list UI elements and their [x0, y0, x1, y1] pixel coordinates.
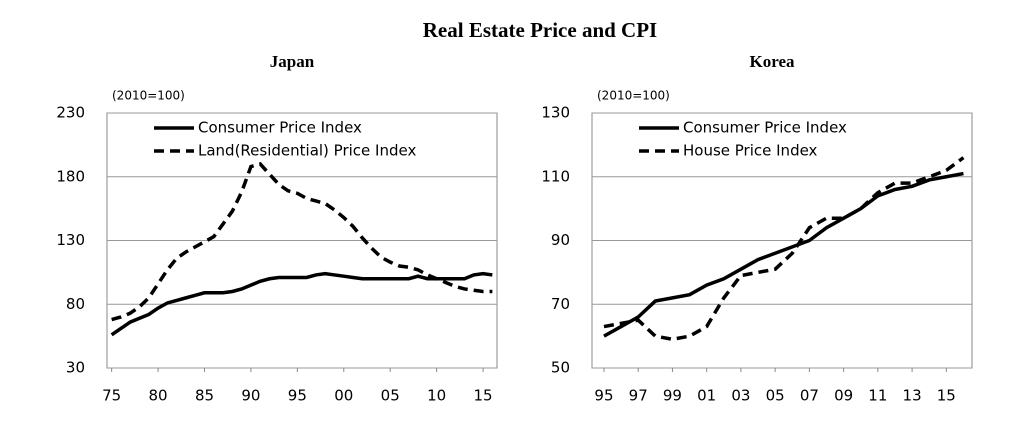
y-tick-label: 70 [551, 295, 570, 313]
x-tick-label: 00 [334, 387, 353, 405]
y-tick-label: 30 [66, 359, 85, 377]
x-tick-label: 09 [834, 387, 853, 405]
y-tick-label: 180 [56, 167, 85, 185]
y-tick-label: 90 [551, 231, 570, 249]
x-tick-label: 11 [868, 387, 887, 405]
chart-title: Japan [270, 52, 315, 71]
x-tick-label: 03 [731, 387, 750, 405]
x-tick-label: 15 [937, 387, 956, 405]
x-tick-label: 10 [427, 387, 446, 405]
x-tick-label: 15 [474, 387, 493, 405]
y-tick-label: 130 [56, 231, 85, 249]
y-tick-label: 110 [541, 167, 570, 185]
legend-label: Land(Residential) Price Index [198, 142, 416, 160]
x-tick-label: 95 [288, 387, 307, 405]
y-tick-label: 230 [56, 104, 85, 122]
unit-label: (2010=100) [597, 89, 670, 103]
x-tick-label: 05 [766, 387, 785, 405]
x-tick-label: 97 [629, 387, 648, 405]
y-tick-label: 80 [66, 295, 85, 313]
x-tick-label: 99 [663, 387, 682, 405]
figure-title: Real Estate Price and CPI [423, 18, 657, 42]
series-line [110, 271, 493, 337]
legend-label: Consumer Price Index [198, 119, 362, 137]
x-tick-label: 07 [800, 387, 819, 405]
legend-label: House Price Index [683, 142, 818, 160]
series-line [111, 162, 493, 322]
x-tick-label: 90 [241, 387, 260, 405]
chart-title: Korea [749, 52, 795, 71]
legend-label: Consumer Price Index [683, 119, 847, 137]
y-tick-label: 130 [541, 104, 570, 122]
y-tick-label: 50 [551, 359, 570, 377]
x-tick-label: 01 [697, 387, 716, 405]
x-tick-label: 75 [102, 387, 121, 405]
series-line [603, 171, 964, 338]
x-tick-label: 05 [381, 387, 400, 405]
x-tick-label: 13 [903, 387, 922, 405]
unit-label: (2010=100) [112, 89, 185, 103]
series-line [603, 156, 965, 342]
x-tick-label: 95 [594, 387, 613, 405]
x-tick-label: 80 [149, 387, 168, 405]
x-tick-label: 85 [195, 387, 214, 405]
